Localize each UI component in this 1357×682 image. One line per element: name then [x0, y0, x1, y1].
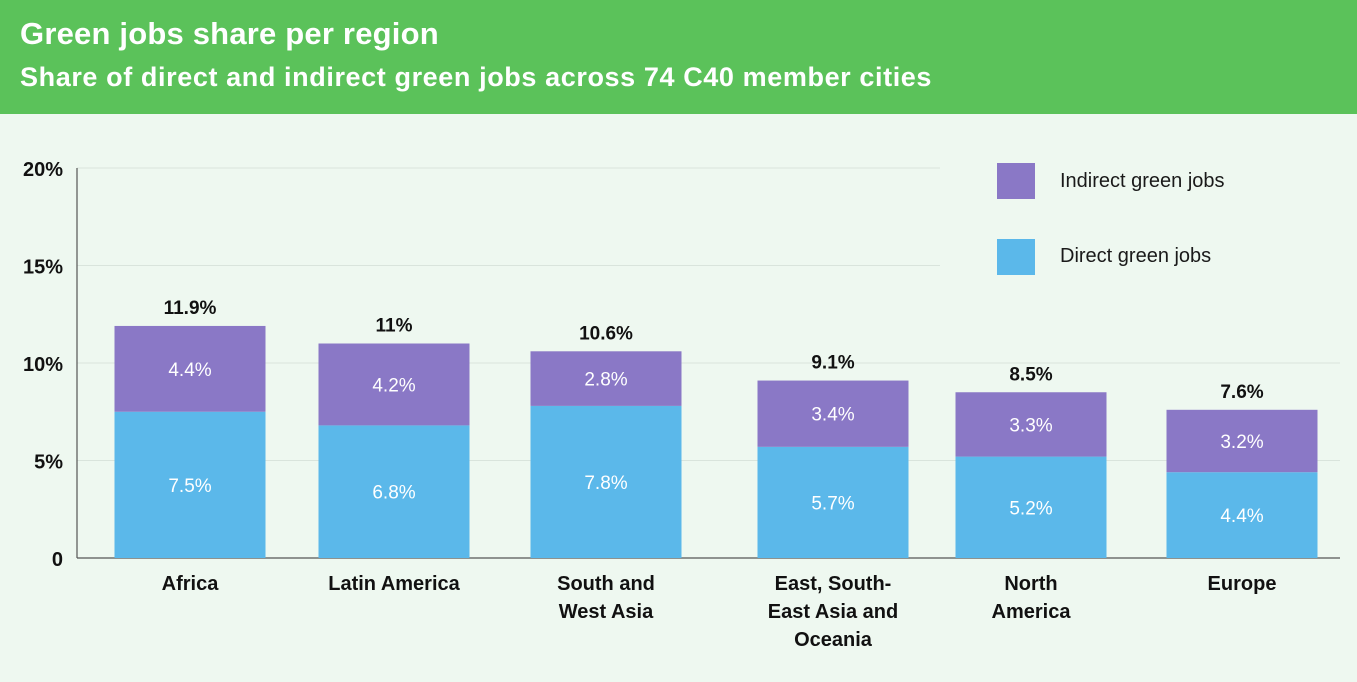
x-category-label: East Asia and — [768, 601, 898, 623]
bar-indirect — [318, 343, 470, 426]
header-banner: Green jobs share per region Share of dir… — [0, 0, 1357, 114]
chart-title: Green jobs share per region — [20, 16, 439, 51]
x-category-label: Africa — [162, 573, 220, 595]
bar-indirect — [1166, 409, 1318, 473]
x-category-label: West Asia — [559, 601, 654, 623]
legend-label-direct: Direct green jobs — [1060, 245, 1212, 267]
bar-direct — [1166, 472, 1318, 558]
data-label-indirect: 4.4% — [168, 360, 211, 381]
x-category-label: Latin America — [328, 573, 460, 595]
x-category-label: America — [992, 601, 1072, 623]
data-label-indirect: 4.2% — [372, 375, 415, 396]
bar-indirect — [757, 380, 909, 447]
data-label-total: 7.6% — [1220, 382, 1263, 403]
y-tick-label: 5% — [34, 452, 63, 474]
data-label-total: 11.9% — [164, 298, 217, 319]
data-label-direct: 5.7% — [811, 493, 854, 514]
legend-label-indirect: Indirect green jobs — [1060, 170, 1225, 192]
bar-direct — [114, 411, 266, 558]
legend-swatch-indirect — [997, 163, 1035, 199]
bar-direct — [318, 425, 470, 558]
data-label-total: 8.5% — [1009, 364, 1052, 385]
y-tick-label: 10% — [23, 354, 63, 376]
bar-direct — [757, 446, 909, 558]
data-label-indirect: 3.3% — [1009, 415, 1052, 436]
bar-direct — [955, 456, 1107, 558]
bar-indirect — [955, 392, 1107, 457]
data-label-indirect: 2.8% — [584, 370, 627, 391]
data-label-direct: 7.5% — [168, 476, 211, 497]
x-category-label: East, South- — [775, 573, 892, 595]
y-tick-label: 15% — [23, 257, 63, 279]
x-category-label: Oceania — [794, 629, 873, 651]
data-label-indirect: 3.2% — [1220, 432, 1263, 453]
data-label-total: 9.1% — [811, 353, 854, 374]
data-label-total: 11% — [376, 316, 413, 337]
x-category-label: South and — [557, 573, 655, 595]
data-label-total: 10.6% — [579, 323, 633, 344]
x-category-label: North — [1004, 573, 1057, 595]
chart-subtitle: Share of direct and indirect green jobs … — [20, 62, 933, 92]
data-label-direct: 4.4% — [1220, 506, 1263, 527]
bar-indirect — [530, 351, 682, 406]
bar-direct — [530, 405, 682, 558]
legend-swatch-direct — [997, 239, 1035, 275]
data-label-direct: 6.8% — [372, 483, 415, 504]
data-label-direct: 5.2% — [1009, 498, 1052, 519]
data-label-direct: 7.8% — [584, 473, 627, 494]
bar-indirect — [114, 325, 266, 412]
y-tick-label: 20% — [23, 159, 63, 181]
x-category-label: Europe — [1208, 573, 1277, 595]
y-tick-label: 0 — [52, 549, 63, 571]
data-label-indirect: 3.4% — [811, 405, 854, 426]
